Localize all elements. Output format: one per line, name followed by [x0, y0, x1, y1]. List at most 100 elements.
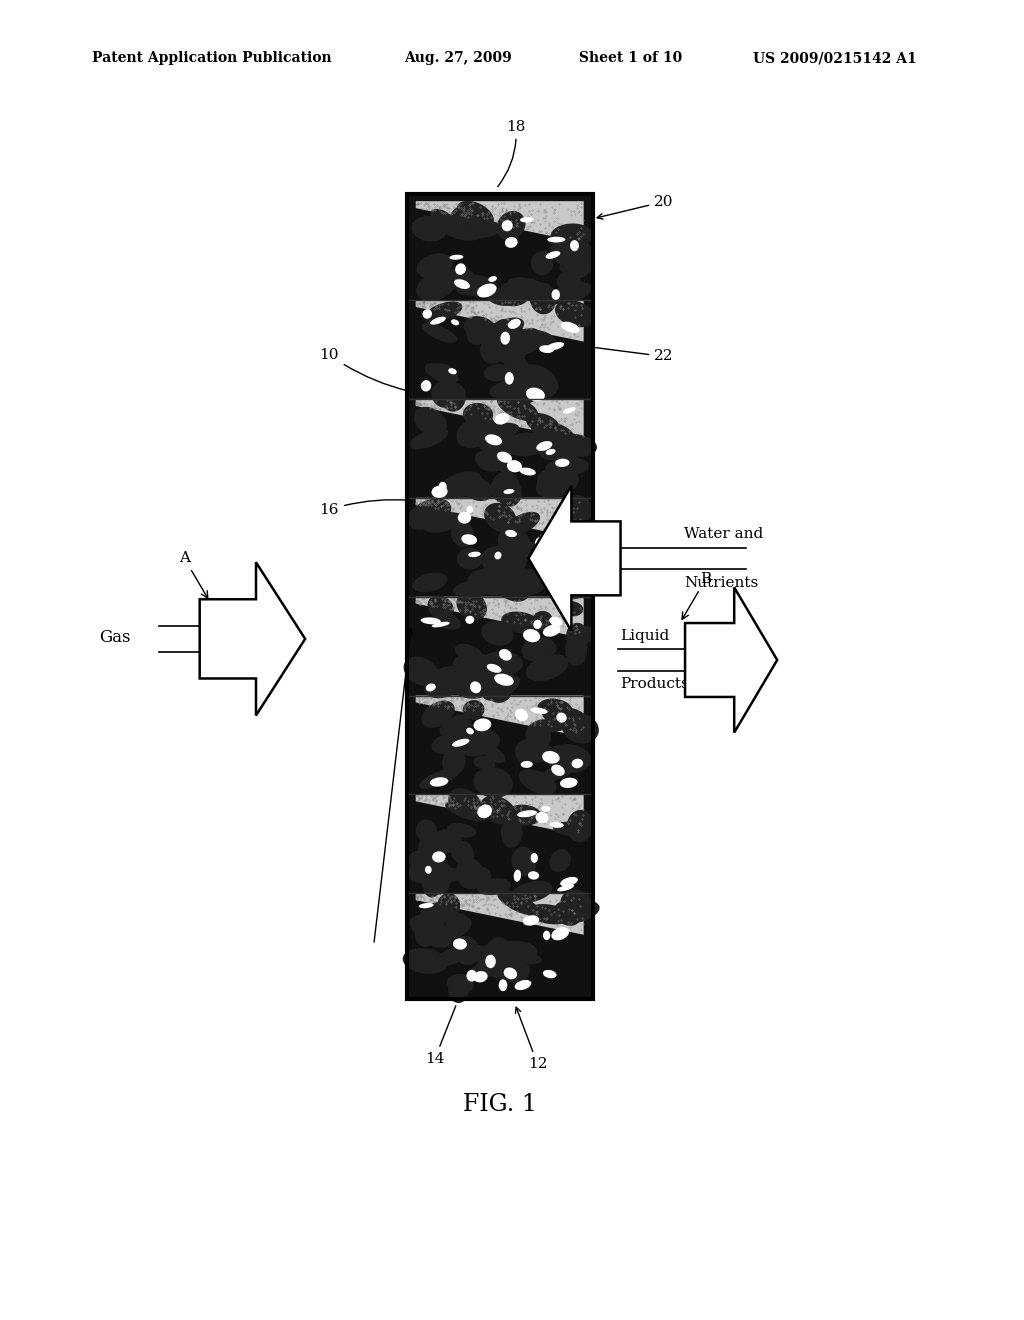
Ellipse shape [418, 836, 446, 861]
Ellipse shape [465, 615, 474, 624]
Ellipse shape [512, 846, 537, 875]
Ellipse shape [449, 368, 457, 375]
Ellipse shape [506, 962, 529, 983]
Ellipse shape [457, 591, 487, 620]
Ellipse shape [450, 255, 463, 260]
Ellipse shape [560, 777, 578, 788]
Ellipse shape [419, 903, 434, 908]
Ellipse shape [530, 853, 538, 863]
Ellipse shape [423, 512, 464, 533]
Ellipse shape [499, 979, 507, 991]
Ellipse shape [471, 953, 514, 978]
Ellipse shape [475, 660, 500, 680]
Ellipse shape [536, 470, 579, 498]
Ellipse shape [544, 433, 567, 455]
Ellipse shape [419, 768, 460, 789]
Ellipse shape [503, 355, 528, 383]
Ellipse shape [551, 764, 565, 776]
Ellipse shape [532, 717, 577, 733]
Ellipse shape [529, 282, 556, 314]
Ellipse shape [551, 454, 582, 482]
Text: Aug. 27, 2009: Aug. 27, 2009 [404, 51, 512, 66]
Ellipse shape [555, 300, 595, 327]
Ellipse shape [545, 458, 589, 477]
Ellipse shape [505, 805, 542, 826]
Ellipse shape [497, 890, 539, 916]
Ellipse shape [440, 471, 482, 499]
Ellipse shape [550, 849, 570, 873]
Text: Water and: Water and [684, 527, 763, 541]
Ellipse shape [431, 381, 459, 408]
Text: 18: 18 [498, 120, 525, 186]
Ellipse shape [453, 652, 498, 678]
Ellipse shape [478, 433, 506, 455]
Polygon shape [528, 486, 621, 631]
Ellipse shape [427, 595, 454, 620]
Ellipse shape [532, 611, 553, 630]
Ellipse shape [473, 767, 513, 799]
Ellipse shape [538, 469, 559, 495]
Ellipse shape [520, 760, 532, 768]
Ellipse shape [530, 638, 556, 656]
Ellipse shape [534, 620, 542, 630]
Ellipse shape [526, 388, 545, 401]
Ellipse shape [473, 972, 487, 982]
Ellipse shape [551, 586, 558, 598]
Ellipse shape [505, 568, 546, 595]
Ellipse shape [537, 441, 552, 451]
Ellipse shape [515, 383, 543, 404]
Bar [416, 205, 584, 300]
Ellipse shape [483, 339, 520, 358]
Ellipse shape [503, 433, 548, 457]
Ellipse shape [467, 970, 477, 982]
Polygon shape [416, 795, 584, 836]
Ellipse shape [480, 651, 523, 676]
Ellipse shape [480, 545, 526, 577]
Ellipse shape [483, 364, 512, 381]
Ellipse shape [427, 301, 463, 321]
Ellipse shape [467, 945, 508, 970]
Ellipse shape [467, 569, 493, 593]
Ellipse shape [432, 851, 445, 862]
Ellipse shape [432, 612, 461, 630]
Ellipse shape [454, 280, 470, 289]
Ellipse shape [497, 451, 512, 463]
Ellipse shape [442, 747, 466, 775]
Ellipse shape [474, 756, 496, 771]
Ellipse shape [525, 330, 557, 350]
Ellipse shape [505, 512, 540, 535]
Ellipse shape [550, 822, 564, 828]
Ellipse shape [422, 701, 455, 727]
Ellipse shape [493, 458, 517, 473]
Ellipse shape [457, 548, 482, 570]
Ellipse shape [470, 681, 481, 693]
Ellipse shape [498, 281, 530, 306]
Ellipse shape [485, 434, 502, 445]
Ellipse shape [446, 974, 474, 993]
Ellipse shape [504, 488, 514, 494]
Ellipse shape [466, 318, 492, 345]
Ellipse shape [549, 616, 562, 626]
Ellipse shape [543, 931, 550, 940]
Polygon shape [416, 696, 584, 737]
Ellipse shape [516, 364, 558, 397]
Ellipse shape [496, 565, 525, 583]
Ellipse shape [548, 544, 557, 553]
Ellipse shape [561, 322, 580, 333]
Ellipse shape [482, 548, 504, 565]
Ellipse shape [484, 768, 507, 795]
Ellipse shape [463, 700, 484, 719]
Ellipse shape [557, 533, 574, 544]
Ellipse shape [443, 917, 472, 939]
Ellipse shape [515, 739, 539, 763]
Polygon shape [200, 562, 305, 715]
Ellipse shape [421, 618, 440, 624]
Ellipse shape [415, 919, 436, 946]
Ellipse shape [505, 529, 517, 537]
Ellipse shape [483, 747, 506, 763]
Ellipse shape [426, 684, 436, 692]
Ellipse shape [426, 867, 465, 883]
Polygon shape [416, 498, 584, 540]
Ellipse shape [538, 760, 580, 783]
Text: 10: 10 [319, 347, 409, 391]
